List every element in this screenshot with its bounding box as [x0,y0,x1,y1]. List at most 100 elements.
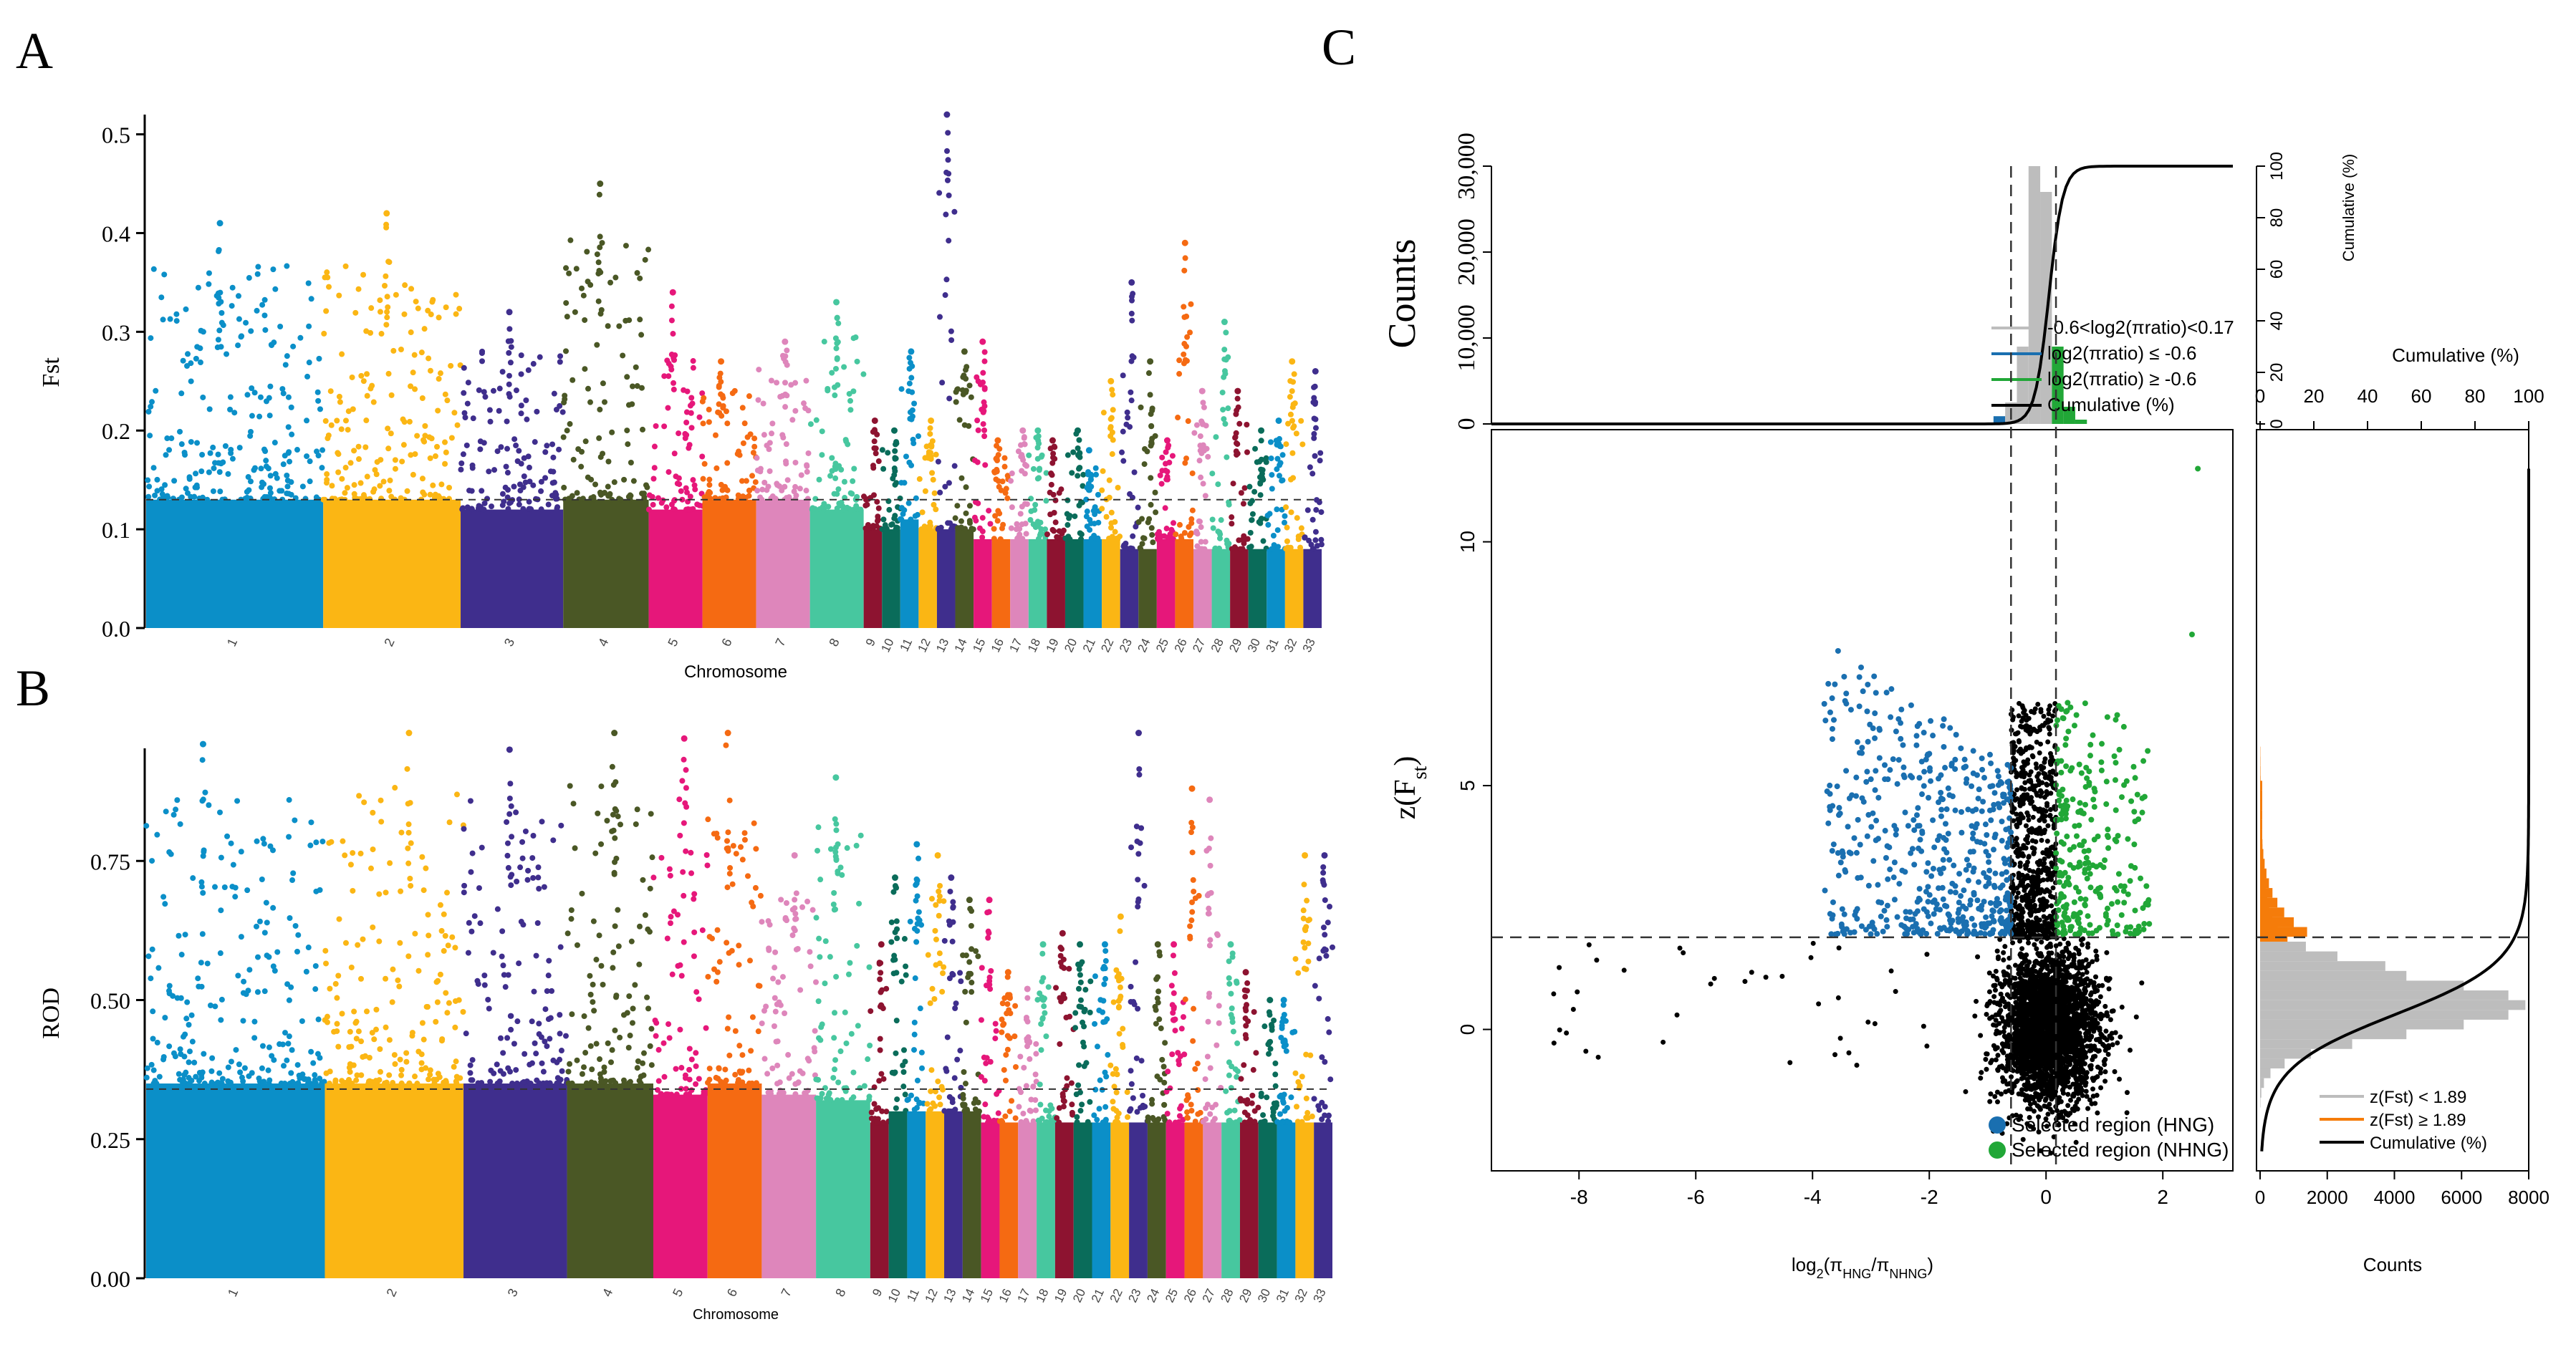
snp-point [1307,1052,1314,1058]
snp-point [1032,1071,1039,1078]
snp-point [1283,441,1289,448]
snp-point [724,460,731,466]
peak-point [1244,980,1251,986]
snp-point [1183,1097,1190,1104]
peak-point [1128,279,1135,286]
snp-point [617,821,623,828]
snp-point [846,390,852,397]
peak-point [202,789,208,796]
peak-point [943,111,951,118]
snp-point [891,515,898,521]
snp-point [314,448,320,455]
snp-point [835,1079,842,1086]
snp-point [617,1034,623,1041]
snp-point [335,972,342,979]
chromosome-tick-label: 31 [1274,1287,1292,1305]
scatter-point [2020,1136,2026,1142]
snp-point [143,823,150,829]
chromosome-tick-label: 33 [1300,637,1318,655]
peak-point [893,884,899,891]
snp-point [254,307,260,314]
snp-point [393,291,399,298]
snp-point [1043,1033,1049,1040]
snp-point [823,1096,830,1102]
snp-point [772,965,778,971]
snp-point [594,251,600,258]
snp-point [971,514,978,521]
snp-point [1205,1018,1211,1025]
snp-point [582,1050,589,1056]
snp-point [960,1102,966,1109]
snp-point [648,1062,655,1068]
snp-point [792,483,799,490]
snp-point [1154,1073,1160,1080]
snp-point [199,1069,206,1076]
snp-point [1294,515,1300,521]
peak-point [996,445,1003,452]
snp-point [1092,465,1099,471]
snp-point [1094,1116,1100,1123]
snp-point [221,884,228,890]
snp-point [1251,1119,1258,1125]
snp-point [406,418,413,425]
snp-point [1247,529,1254,536]
snp-point [1309,516,1316,523]
snp-point [570,456,577,463]
snp-point [1124,1089,1130,1096]
snp-point [815,998,822,1005]
snp-point [888,521,895,528]
snp-point [968,394,974,400]
snp-point [834,505,840,511]
snp-point [461,390,467,396]
peak-point [1221,347,1228,353]
snp-point [1035,523,1042,529]
snp-point [317,1076,323,1082]
snp-point [322,1017,328,1023]
snp-point [505,506,511,512]
snp-point [504,1035,511,1041]
snp-point [263,458,269,464]
snp-point [625,441,631,448]
snp-point [1082,987,1089,993]
peak-point [1322,897,1328,903]
snp-point [914,893,921,899]
snp-point [464,400,471,407]
snp-point [1185,418,1191,425]
snp-point [353,1077,360,1083]
snp-point [1196,458,1203,464]
snp-point [427,1067,433,1073]
snp-point [953,1000,959,1007]
scatter-point [1993,1057,1999,1063]
snp-point [705,491,711,497]
snp-point [653,423,659,429]
snp-point [1267,439,1274,445]
snp-point [392,785,398,791]
snp-point [723,494,729,501]
snp-point [206,281,212,287]
snp-point [935,1078,941,1085]
snp-point [709,935,716,942]
snp-point [803,377,809,384]
snp-point [916,475,923,482]
snp-point [234,798,241,804]
peak-point [218,344,224,350]
snp-point [812,496,819,502]
snp-point [481,972,488,979]
peak-point [1075,445,1081,451]
snp-point [831,1035,837,1041]
snp-point [386,488,393,494]
scatter-point [2010,940,2016,946]
peak-point [969,946,975,952]
snp-point [225,470,231,477]
snp-point [150,266,157,272]
snp-point [743,478,749,484]
snp-point [1176,357,1183,364]
snp-point [952,1005,958,1012]
snp-point [663,504,670,511]
snp-point [526,498,532,505]
snp-point [256,918,263,924]
peak-point [681,892,687,899]
snp-point [527,1081,534,1087]
snp-point [315,397,322,404]
snp-point [254,271,261,277]
